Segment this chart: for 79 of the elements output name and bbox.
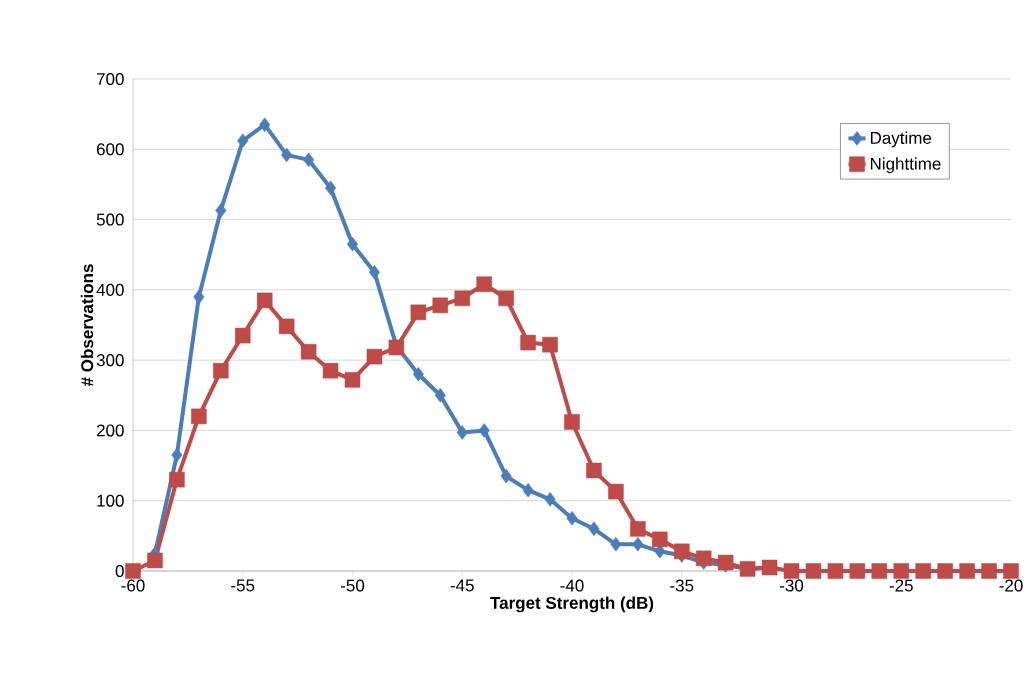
point — [520, 334, 536, 351]
point — [586, 462, 602, 479]
point — [147, 552, 163, 569]
point — [410, 304, 427, 321]
y-axis-title: # Observations — [80, 264, 94, 387]
point — [432, 297, 449, 314]
point — [412, 366, 424, 382]
point — [849, 563, 866, 579]
point — [542, 336, 558, 353]
point — [454, 290, 470, 307]
point — [981, 563, 997, 579]
y-tick-label: 600 — [96, 143, 124, 156]
point — [235, 327, 251, 344]
point — [544, 492, 556, 507]
point — [191, 408, 207, 425]
y-tick-label: 100 — [97, 494, 124, 507]
point — [871, 563, 888, 579]
point — [193, 289, 205, 305]
point — [893, 563, 909, 579]
point — [303, 152, 315, 168]
x-tick-label: -20 — [999, 579, 1023, 592]
point — [344, 372, 361, 388]
point — [959, 563, 975, 579]
point — [588, 521, 600, 537]
point — [937, 563, 953, 579]
point — [564, 414, 580, 430]
point — [278, 318, 295, 335]
x-tick-label: -55 — [231, 579, 255, 592]
point — [674, 543, 690, 560]
point — [368, 265, 380, 280]
point — [632, 537, 644, 552]
legend-label: Nighttime — [870, 157, 941, 174]
point — [256, 292, 273, 309]
point — [237, 133, 249, 149]
legend-label: Daytime — [870, 131, 932, 148]
point — [366, 348, 383, 365]
x-tick-label: -40 — [560, 579, 584, 592]
point — [805, 563, 822, 579]
point — [695, 550, 712, 567]
point — [322, 362, 339, 379]
y-tick-label: 400 — [96, 283, 124, 296]
point — [1003, 563, 1019, 579]
point — [652, 531, 668, 548]
point — [456, 425, 468, 440]
point — [476, 276, 492, 292]
point — [478, 423, 490, 438]
y-tick-label: 0 — [115, 564, 124, 578]
point — [171, 447, 183, 463]
point — [915, 563, 931, 579]
point — [259, 117, 271, 132]
point — [783, 563, 800, 579]
point — [608, 483, 624, 500]
point — [215, 203, 227, 218]
y-tick-label: 200 — [96, 424, 124, 437]
point — [610, 537, 622, 552]
point — [566, 511, 578, 526]
point — [522, 482, 534, 498]
x-tick-label: -25 — [889, 579, 913, 592]
x-tick-label: -60 — [121, 579, 145, 592]
point — [500, 468, 512, 484]
point — [125, 563, 141, 579]
point — [630, 521, 646, 537]
point — [281, 147, 293, 163]
point — [498, 290, 514, 307]
point — [325, 180, 337, 196]
point — [300, 343, 317, 360]
x-tick-label: -30 — [779, 579, 804, 592]
x-tick-label: -50 — [340, 579, 365, 592]
point — [827, 563, 844, 579]
x-axis-title: Target Strength (dB) — [490, 596, 654, 613]
x-tick-label: -45 — [450, 579, 474, 592]
y-tick-label: 300 — [96, 354, 124, 367]
point — [434, 388, 446, 403]
y-tick-label: 700 — [96, 72, 124, 86]
point — [213, 362, 229, 379]
point — [169, 471, 185, 488]
x-tick-label: -35 — [670, 579, 694, 592]
y-tick-label: 500 — [96, 213, 124, 226]
point — [717, 554, 734, 571]
